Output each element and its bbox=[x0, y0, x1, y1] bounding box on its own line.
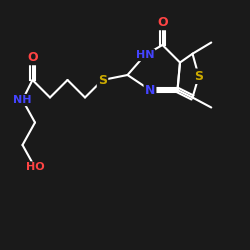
Text: O: O bbox=[157, 16, 168, 29]
Text: NH: NH bbox=[13, 95, 32, 105]
Text: N: N bbox=[145, 84, 155, 96]
Text: O: O bbox=[27, 51, 38, 64]
Text: HN: HN bbox=[136, 50, 154, 60]
Text: S: S bbox=[98, 74, 107, 86]
Text: HO: HO bbox=[26, 162, 44, 172]
Text: S: S bbox=[194, 70, 203, 83]
